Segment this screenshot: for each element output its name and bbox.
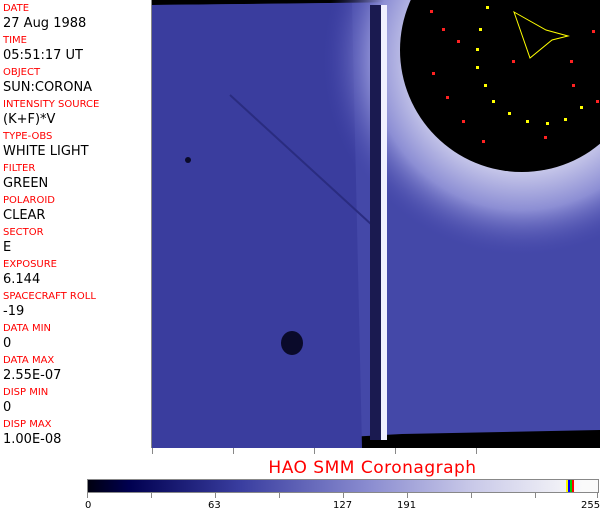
field-label: DISP MAX [3,419,52,430]
field-value: -19 [3,304,25,319]
field-label: DATE [3,3,30,14]
info-panel: DATE 27 Aug 1988 TIME 05:51:17 UT OBJECT SUN:… [0,0,152,448]
colorbar-tick: 63 [208,500,221,511]
colorbar-tick: 0 [85,500,92,511]
field-value: 05:51:17 UT [3,48,83,63]
field-value: WHITE LIGHT [3,144,89,159]
coronagraph-image [152,0,600,448]
field-value: 27 Aug 1988 [3,16,87,31]
colorbar-tick: 255 [581,500,600,511]
field-value: 6.144 [3,272,41,287]
field-value: CLEAR [3,208,46,223]
field-value: 2.55E-07 [3,368,62,383]
field-label: DATA MIN [3,323,51,334]
field-label: EXPOSURE [3,259,58,270]
field-value: SUN:CORONA [3,80,93,95]
field-label: INTENSITY SOURCE [3,99,100,110]
field-value: GREEN [3,176,49,191]
field-value: (K+F)*V [3,112,56,127]
field-value: E [3,240,12,255]
colorbar [87,479,599,493]
field-label: SPACECRAFT ROLL [3,291,96,302]
field-value: 1.00E-08 [3,432,62,447]
field-label: POLAROID [3,195,56,206]
field-label: OBJECT [3,67,41,78]
field-label: FILTER [3,163,36,174]
field-label: TYPE-OBS [3,131,53,142]
plot-title: HAO SMM Coronagraph [268,458,477,478]
colorbar-tick: 191 [397,500,417,511]
field-label: SECTOR [3,227,44,238]
field-label: DATA MAX [3,355,55,366]
field-value: 0 [3,400,12,415]
field-label: DISP MIN [3,387,49,398]
field-value: 0 [3,336,12,351]
field-label: TIME [3,35,28,46]
colorbar-tick: 127 [333,500,353,511]
